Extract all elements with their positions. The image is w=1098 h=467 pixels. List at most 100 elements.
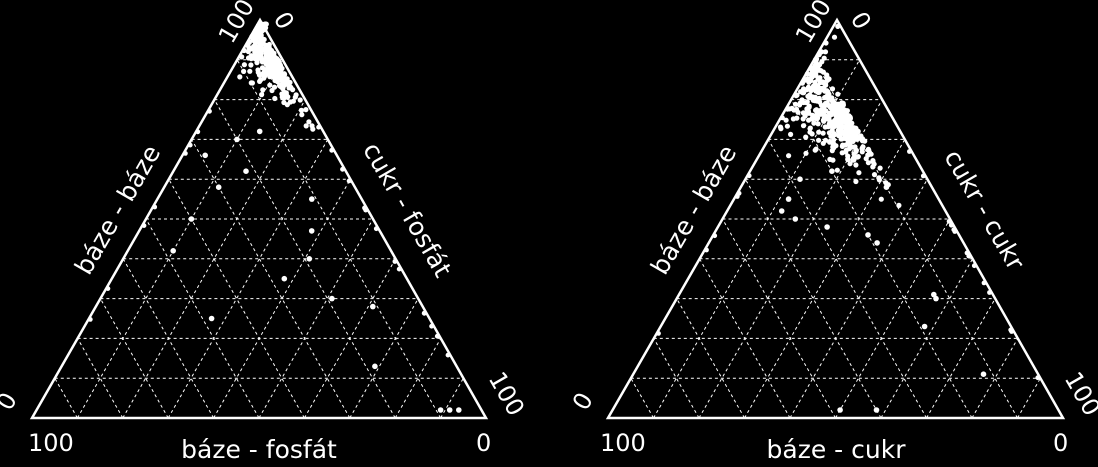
- gridline-diagonal: [722, 218, 836, 419]
- data-point: [822, 124, 828, 130]
- data-point: [800, 116, 806, 122]
- data-point: [829, 86, 836, 92]
- data-point: [822, 94, 829, 100]
- data-point: [316, 124, 321, 130]
- tick-right-right: 100: [1059, 367, 1098, 421]
- data-point: [873, 407, 880, 413]
- gridline-diagonal: [767, 139, 927, 419]
- data-point: [828, 104, 835, 110]
- data-point: [987, 290, 992, 295]
- data-point: [141, 223, 147, 229]
- data-point: [170, 248, 176, 254]
- data-point: [207, 108, 212, 114]
- data-point: [819, 79, 826, 85]
- data-point: [847, 115, 854, 122]
- data-point: [188, 216, 195, 222]
- data-point: [297, 97, 303, 103]
- gridline-diagonal: [744, 178, 882, 419]
- gridline-diagonal: [1017, 377, 1041, 419]
- data-point: [816, 137, 822, 143]
- data-point: [920, 173, 926, 179]
- data-point: [260, 87, 266, 93]
- gridline-diagonal: [167, 139, 329, 419]
- data-point: [257, 23, 263, 29]
- tick-bottom-left-right: 100: [600, 429, 646, 457]
- data-point: [785, 106, 790, 112]
- tick-left-right: 0: [567, 388, 599, 415]
- data-point: [256, 47, 262, 53]
- data-point: [830, 144, 836, 150]
- data-point: [828, 133, 834, 139]
- gridline-diagonal: [440, 377, 464, 419]
- data-point: [820, 117, 827, 123]
- data-point: [809, 86, 815, 92]
- data-point: [256, 51, 262, 57]
- points-left: [87, 21, 462, 413]
- data-point: [813, 146, 819, 152]
- data-point: [896, 202, 902, 208]
- data-point: [792, 101, 799, 107]
- data-point: [271, 84, 278, 90]
- data-point: [265, 52, 272, 58]
- data-point: [921, 323, 928, 330]
- data-point: [816, 129, 822, 135]
- data-point: [818, 85, 824, 91]
- data-point: [862, 138, 868, 144]
- data-point: [259, 40, 265, 46]
- data-point: [852, 129, 858, 135]
- data-point: [656, 331, 661, 336]
- triangle-frame-left: [29, 17, 489, 420]
- tick-right-left: 100: [483, 367, 530, 421]
- tick-top-left-right: 100: [790, 0, 837, 48]
- data-point: [794, 92, 800, 98]
- data-point: [837, 407, 843, 413]
- gridline-diagonal: [122, 258, 215, 419]
- data-point: [807, 125, 813, 131]
- data-point: [907, 149, 912, 154]
- data-point: [290, 87, 296, 93]
- data-point: [429, 323, 434, 329]
- gridline-diagonal: [926, 298, 996, 419]
- data-point: [299, 112, 305, 118]
- data-point: [859, 149, 865, 155]
- data-point: [811, 120, 817, 126]
- data-point: [248, 46, 254, 52]
- bottom-axis-title-left: báze - fosfát: [181, 435, 337, 464]
- data-point: [269, 71, 275, 77]
- data-point: [931, 291, 937, 298]
- data-point: [804, 71, 811, 77]
- gridline-diagonal: [145, 218, 260, 419]
- data-point: [208, 315, 215, 322]
- data-point: [803, 150, 809, 156]
- right-axis-title-right: cukr - cukr: [938, 145, 1030, 276]
- data-point: [274, 74, 280, 80]
- data-point: [856, 135, 862, 141]
- data-point: [329, 147, 335, 153]
- data-point: [829, 111, 835, 117]
- data-point: [780, 115, 785, 121]
- triangle-frame-right: [605, 17, 1066, 420]
- data-point: [795, 109, 801, 115]
- data-point: [844, 108, 850, 114]
- data-point: [272, 95, 278, 102]
- data-point: [835, 23, 841, 29]
- data-point: [281, 275, 288, 282]
- data-point: [785, 196, 792, 202]
- data-point: [853, 162, 859, 168]
- data-point: [284, 102, 290, 108]
- data-point: [831, 34, 838, 40]
- data-point: [421, 310, 427, 316]
- data-point: [279, 91, 285, 97]
- data-point: [278, 84, 284, 90]
- data-point: [835, 91, 841, 97]
- data-point: [838, 103, 844, 109]
- data-point: [746, 173, 752, 179]
- data-point: [268, 47, 274, 54]
- data-point: [279, 65, 285, 72]
- data-point: [777, 124, 784, 130]
- data-point: [831, 137, 837, 143]
- data-point: [712, 233, 718, 239]
- data-point: [273, 55, 279, 61]
- data-point: [865, 232, 871, 238]
- gridline-diagonal: [122, 99, 306, 419]
